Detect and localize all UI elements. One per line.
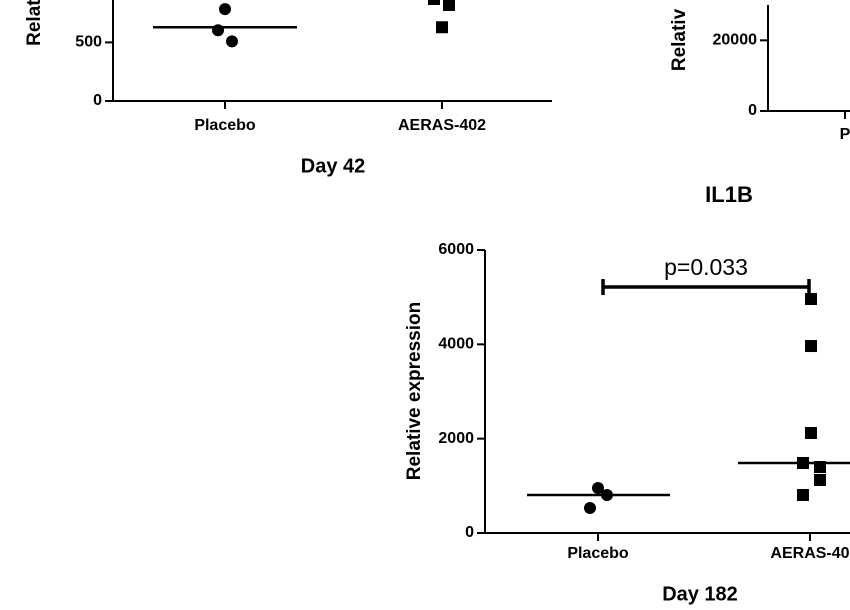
point — [584, 502, 596, 515]
point — [443, 0, 455, 11]
x-tick-label: Placebo — [567, 545, 629, 562]
point — [226, 35, 238, 48]
y-tick-label: 4000 — [438, 336, 474, 353]
point — [814, 473, 826, 486]
x-tick-label: AERAS-40 — [770, 545, 849, 562]
chart-title: IL1B — [705, 182, 753, 207]
point — [436, 21, 448, 34]
x-axis-label: Day 182 — [662, 583, 738, 605]
y-tick-label: 6000 — [438, 241, 474, 258]
point — [805, 293, 817, 306]
point — [428, 0, 440, 5]
y-tick-label: 2000 — [438, 430, 474, 447]
y-axis-label: Relativ — [669, 8, 690, 71]
y-axis-label: Relati — [24, 0, 45, 46]
y-tick-label: 20000 — [713, 32, 758, 49]
x-tick-label: P — [840, 126, 850, 143]
x-tick-label: Placebo — [194, 117, 256, 134]
y-tick-label: 0 — [748, 102, 757, 119]
y-axis-label: Relative expression — [404, 302, 425, 480]
point — [592, 482, 604, 495]
point — [805, 340, 817, 353]
point — [797, 488, 809, 501]
y-tick-label: 500 — [75, 34, 102, 51]
point — [219, 3, 231, 16]
x-tick-label: AERAS-402 — [398, 117, 486, 134]
x-axis-label: Day 42 — [301, 155, 366, 177]
point — [805, 427, 817, 440]
annotation: p=0.033 — [664, 254, 748, 280]
y-tick-label: 0 — [465, 524, 474, 541]
significance-bracket — [601, 279, 811, 296]
y-tick-label: 0 — [93, 92, 102, 109]
